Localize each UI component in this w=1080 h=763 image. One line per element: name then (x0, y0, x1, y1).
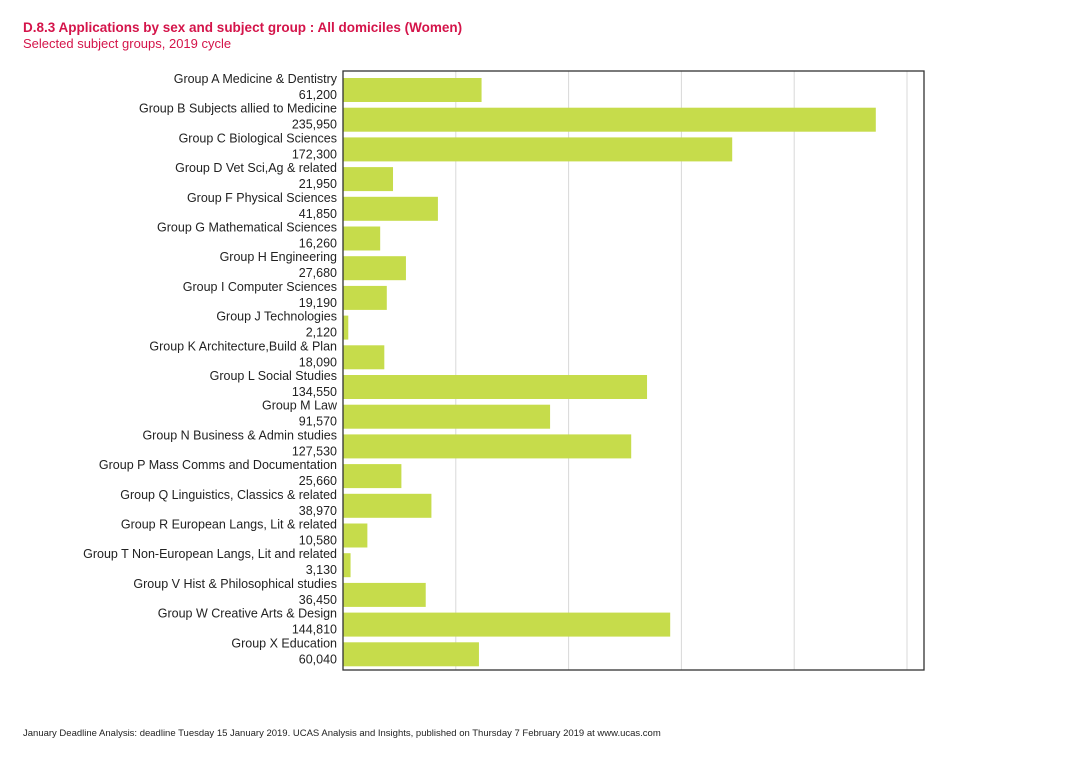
category-label: Group H Engineering (220, 250, 337, 264)
chart-title: D.8.3 Applications by sex and subject gr… (23, 20, 463, 35)
bar (343, 582, 426, 607)
bar (343, 434, 632, 459)
bar (343, 196, 438, 221)
value-label: 91,570 (299, 415, 337, 429)
value-label: 19,190 (299, 296, 337, 310)
category-label: Group Q Linguistics, Classics & related (120, 488, 337, 502)
category-label: Group R European Langs, Lit & related (121, 518, 337, 532)
bar (343, 612, 671, 637)
value-label: 60,040 (299, 652, 337, 666)
value-label: 127,530 (292, 444, 337, 458)
value-label: 21,950 (299, 177, 337, 191)
bar (343, 493, 432, 518)
bar (343, 167, 394, 192)
value-label: 61,200 (299, 88, 337, 102)
value-label: 235,950 (292, 118, 337, 132)
bar (343, 523, 368, 548)
category-label: Group J Technologies (216, 310, 337, 324)
bar (343, 642, 479, 667)
category-label: Group C Biological Sciences (179, 131, 337, 145)
value-label: 25,660 (299, 474, 337, 488)
bars (343, 78, 876, 667)
bar (343, 137, 733, 162)
plot-frame (342, 70, 925, 671)
value-label: 2,120 (306, 326, 337, 340)
bar (343, 78, 482, 102)
category-label: Group F Physical Sciences (187, 191, 337, 205)
bar (343, 107, 876, 132)
value-label: 16,260 (299, 237, 337, 251)
value-label: 134,550 (292, 385, 337, 399)
category-label: Group A Medicine & Dentistry (174, 72, 338, 86)
value-label: 27,680 (299, 266, 337, 280)
value-label: 18,090 (299, 355, 337, 369)
category-label: Group B Subjects allied to Medicine (139, 102, 337, 116)
category-label: Group D Vet Sci,Ag & related (175, 161, 337, 175)
category-label: Group X Education (231, 636, 337, 650)
footnote: January Deadline Analysis: deadline Tues… (23, 728, 661, 739)
value-label: 36,450 (299, 593, 337, 607)
category-label: Group W Creative Arts & Design (158, 607, 337, 621)
category-label: Group T Non-European Langs, Lit and rela… (83, 547, 337, 561)
chart-subtitle: Selected subject groups, 2019 cycle (23, 36, 232, 51)
bar (343, 285, 387, 310)
bar (343, 375, 648, 399)
bar (343, 226, 381, 251)
category-label: Group L Social Studies (210, 369, 337, 383)
bar (343, 256, 406, 281)
grid-lines (455, 71, 908, 670)
bar (343, 345, 385, 370)
category-labels: Group A Medicine & Dentistry61,200Group … (83, 72, 338, 666)
value-label: 10,580 (299, 534, 337, 548)
category-label: Group I Computer Sciences (183, 280, 337, 294)
category-label: Group P Mass Comms and Documentation (99, 458, 337, 472)
value-label: 38,970 (299, 504, 337, 518)
bar (343, 315, 349, 340)
category-label: Group V Hist & Philosophical studies (133, 577, 337, 591)
category-label: Group K Architecture,Build & Plan (149, 339, 337, 353)
value-label: 3,130 (306, 563, 337, 577)
bar (343, 464, 402, 489)
category-label: Group G Mathematical Sciences (157, 221, 337, 235)
category-label: Group M Law (262, 399, 338, 413)
bar (343, 404, 551, 429)
category-label: Group N Business & Admin studies (142, 428, 337, 442)
value-label: 172,300 (292, 147, 337, 161)
bar (343, 553, 351, 578)
value-label: 144,810 (292, 623, 337, 637)
value-label: 41,850 (299, 207, 337, 221)
